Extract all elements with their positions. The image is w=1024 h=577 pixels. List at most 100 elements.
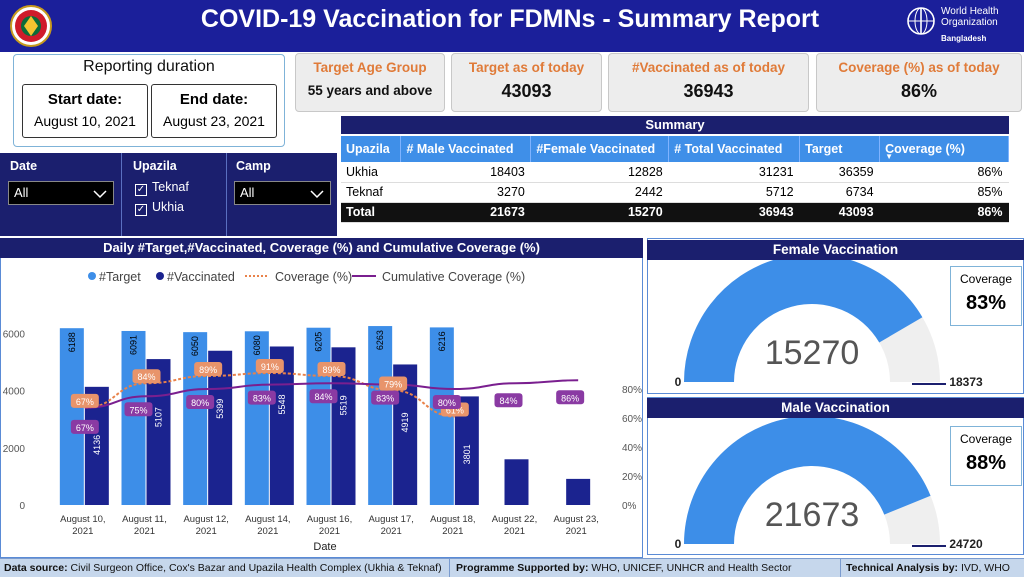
legend-marker [88,272,96,280]
x-tick-label: 2021 [196,526,217,537]
cell: 36943 [668,202,800,223]
vaccinated-bar [566,478,591,505]
col-coverage[interactable]: Coverage (%) ▼ [879,136,1009,162]
kpi-target-today: Target as of today 43093 [451,53,602,112]
x-tick-label: 2021 [134,526,155,537]
kpi-age-label: Target Age Group [313,60,427,75]
kpi-target-age-group: Target Age Group 55 years and above [295,53,445,112]
y2-tick-label: 20% [622,472,642,483]
who-line1: World Health [941,6,999,17]
start-date-card: Start date: August 10, 2021 [22,84,148,138]
vaccinated-data-label: 4919 [400,412,410,432]
upazila-option-label: Teknaf [152,180,189,194]
coverage-data-label-bg [317,361,346,376]
x-tick-label: 2021 [504,526,525,537]
coverage-data-label: 89% [194,361,223,376]
coverage-data-label: 91% [255,359,284,374]
cumulative-data-label-bg [556,390,585,405]
target-data-label: 6216 [437,331,447,351]
legend-marker [156,272,164,280]
y-tick-label: 4000 [3,387,26,398]
target-data-label: 6205 [314,332,324,352]
col-upazila[interactable]: Upazila [341,136,402,162]
kpi-target-label: Target as of today [468,60,585,75]
x-tick-label: August 23, [553,514,598,525]
x-tick-label: August 16, [307,514,352,525]
cumulative-data-label-text: 80% [438,398,456,408]
cell: 6734 [799,182,880,203]
x-tick-label: 2021 [442,526,463,537]
vaccinated-bar [504,459,529,505]
cell: 2442 [530,182,669,203]
gauge-max: 24720 [949,537,983,551]
cell: Total [341,202,401,223]
col-coverage-label: Coverage (%) [885,142,965,156]
upazila-option-teknaf[interactable]: ✓ Teknaf [135,180,189,196]
footer-bar: Data source: Civil Surgeon Office, Cox's… [0,558,1024,577]
cumulative-data-label-text: 84% [314,392,332,402]
legend-label: #Target [99,270,141,284]
x-tick-label: August 17, [368,514,413,525]
male-title: Male Vaccination [647,398,1024,418]
target-bar [244,331,269,505]
female-gauge: 15270 0 18373 [675,260,983,389]
target-bar [121,330,146,505]
x-tick-label: August 18, [430,514,475,525]
cumulative-data-label-text: 83% [376,394,394,404]
y2-tick-label: 40% [622,443,642,454]
cumulative-data-label-bg [494,393,523,408]
target-data-label: 6080 [252,335,262,355]
start-date-value: August 10, 2021 [34,113,136,129]
col-female[interactable]: #Female Vaccinated [530,136,670,162]
camp-filter-label: Camp [236,159,271,173]
camp-filter-dropdown[interactable]: All [234,181,331,205]
cumulative-data-label-text: 67% [76,423,94,433]
kpi-cov-label: Coverage (%) as of today [838,60,1000,75]
gauge-min: 0 [675,537,682,551]
table-row: Teknaf 3270 2442 5712 6734 85% [341,182,1009,203]
upazila-filter-label: Upazila [133,159,177,173]
kpi-cov-value: 86% [900,81,938,101]
date-filter-dropdown[interactable]: All [8,181,114,205]
male-coverage-card: Coverage 88% [950,426,1022,486]
vaccinated-data-label: 914 [573,527,583,542]
coverage-data-label-text: 84% [137,372,155,382]
col-male[interactable]: # Male Vaccinated [400,136,532,162]
gauge-fill [684,418,931,544]
kpi-vacc-value: 36943 [683,81,734,101]
kpi-vaccinated-today: #Vaccinated as of today 36943 [608,53,809,112]
female-title: Female Vaccination [647,240,1024,260]
vaccinated-data-label: 5107 [154,407,164,427]
x-tick-label: 2021 [566,526,587,537]
legend-label: Coverage (%) [275,270,352,284]
who-logo: World Health Organization Bangladesh [905,3,1020,47]
x-tick-label: 2021 [72,526,93,537]
col-total[interactable]: # Total Vaccinated [668,136,801,162]
cell: 18403 [400,162,531,183]
target-bar [368,326,393,505]
gauge-value: 15270 [765,334,860,372]
female-coverage-card: Coverage 83% [950,266,1022,326]
col-target[interactable]: Target [799,136,881,162]
cell: 43093 [799,202,880,223]
cumulative-data-label-bg [70,419,99,434]
cumulative-data-label: 83% [247,390,276,405]
coverage-data-label-text: 89% [199,365,217,375]
who-line2: Organization [941,17,998,28]
y-tick-label: 2000 [3,444,26,455]
female-coverage-label: Coverage [959,272,1013,286]
upazila-option-ukhia[interactable]: ✓ Ukhia [135,200,184,216]
vaccinated-data-label: 5548 [277,394,287,414]
male-coverage-label: Coverage [959,432,1013,446]
footer-technical: Technical Analysis by: IVD, WHO [846,562,1010,574]
chart-title: Daily #Target,#Vaccinated, Coverage (%) … [0,238,643,258]
government-logo [8,4,54,48]
target-bar [183,332,208,505]
y2-tick-label: 60% [622,414,642,425]
x-axis-title: Date [313,541,336,553]
y-tick-label: 6000 [3,330,26,341]
cumulative-data-label: 84% [309,389,338,404]
reporting-title: Reporting duration [83,58,215,75]
footer-programme: Programme Supported by: WHO, UNICEF, UNH… [456,562,792,574]
cell: 15270 [530,202,669,223]
